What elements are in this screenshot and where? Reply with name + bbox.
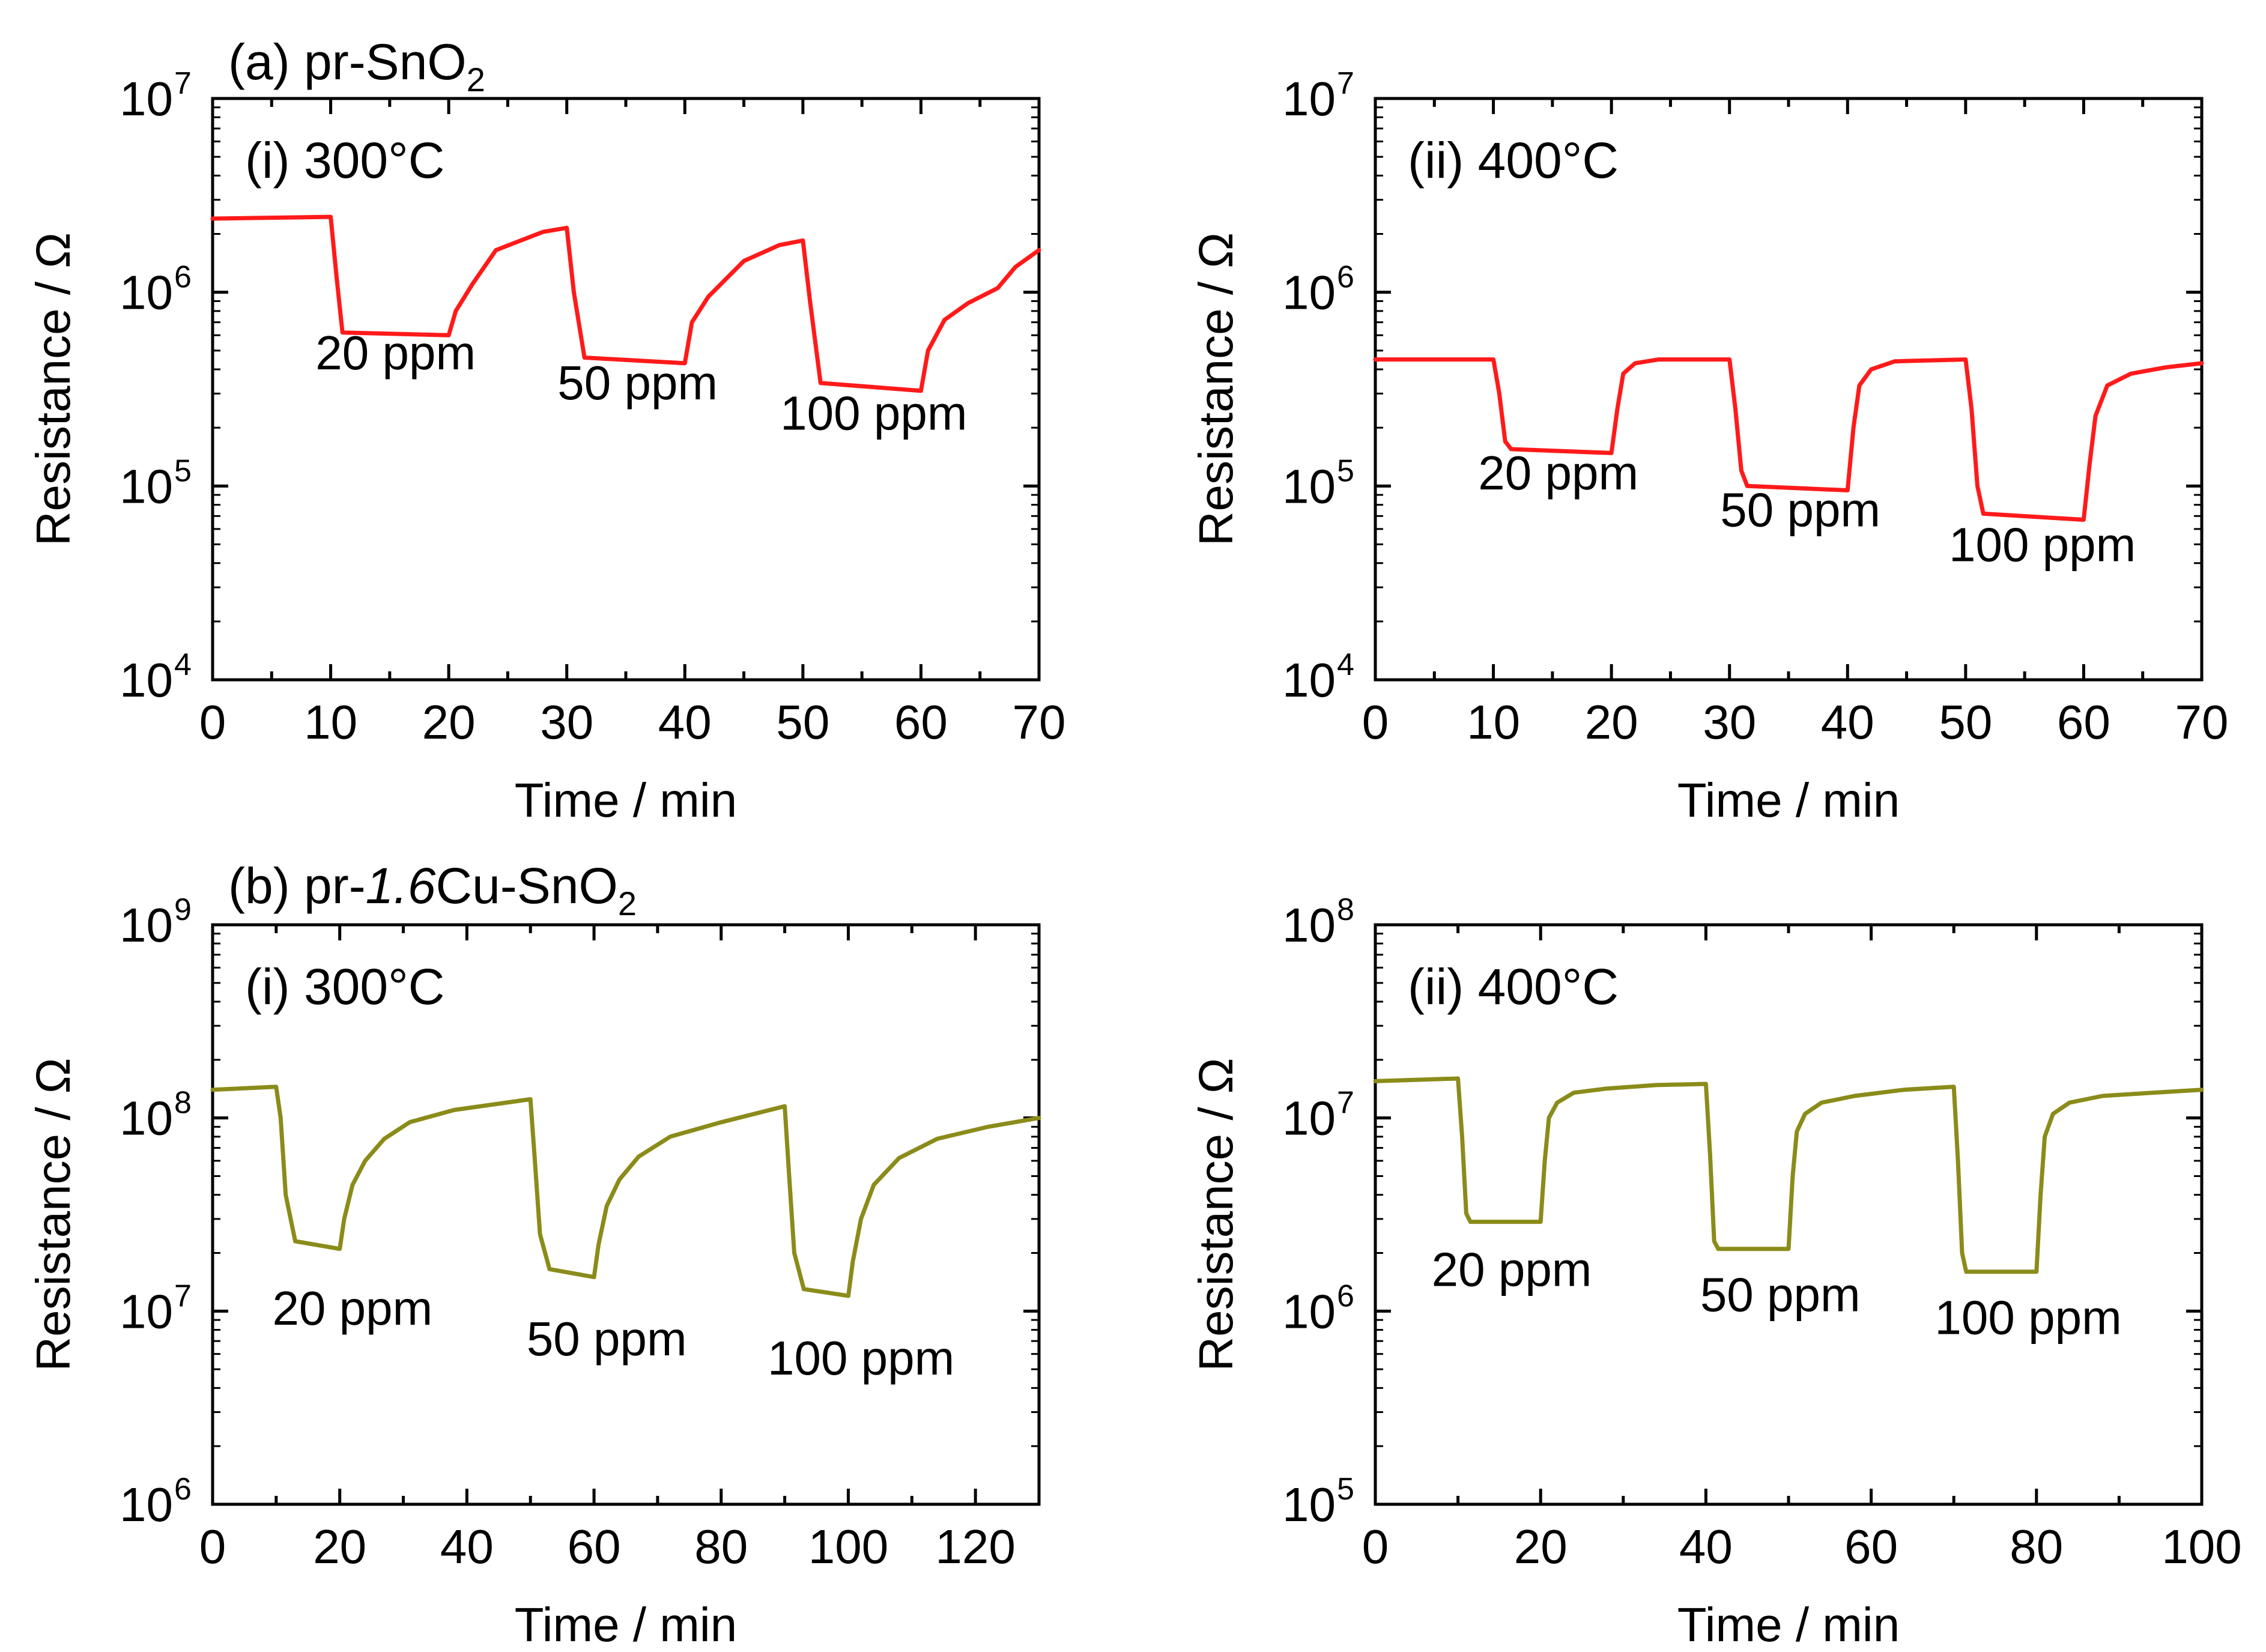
x-axis-title: Time / min	[515, 1598, 737, 1651]
x-tick-label: 80	[694, 1520, 748, 1573]
x-tick-label: 20	[1514, 1520, 1568, 1573]
y-tick-label: 10	[120, 653, 173, 707]
concentration-annotation: 100 ppm	[1934, 1291, 2121, 1345]
x-tick-label: 120	[935, 1520, 1015, 1573]
concentration-annotation: 20 ppm	[315, 326, 476, 380]
y-tick-exponent: 9	[174, 892, 192, 927]
y-tick-label: 10	[120, 898, 173, 952]
y-tick-label: 10	[1282, 1284, 1336, 1338]
y-tick-exponent: 4	[174, 647, 192, 682]
y-tick-exponent: 5	[1337, 453, 1354, 488]
concentration-annotation: 50 ppm	[1700, 1268, 1861, 1321]
y-tick-exponent: 6	[174, 1472, 192, 1507]
y-axis-title: Resistance / Ω	[1189, 1057, 1243, 1371]
y-tick-label: 10	[120, 266, 173, 319]
y-tick-exponent: 6	[1337, 260, 1354, 295]
x-tick-label: 50	[776, 695, 829, 749]
x-tick-label: 40	[1821, 695, 1874, 749]
panel-b-heading: (b) pr-1.6Cu-SnO2	[228, 858, 637, 922]
y-tick-exponent: 8	[174, 1086, 192, 1121]
concentration-annotation: 50 ppm	[527, 1312, 687, 1366]
x-axis-title: Time / min	[1677, 773, 1900, 827]
y-tick-label: 10	[1282, 72, 1336, 126]
x-tick-label: 70	[2175, 695, 2229, 749]
concentration-annotation: 100 ppm	[768, 1331, 954, 1385]
y-tick-label: 10	[1282, 898, 1336, 952]
y-tick-exponent: 4	[1337, 647, 1354, 682]
x-tick-label: 40	[440, 1520, 494, 1573]
y-tick-label: 10	[1282, 1092, 1336, 1145]
y-tick-exponent: 7	[1337, 1086, 1354, 1121]
y-tick-exponent: 8	[1337, 892, 1354, 927]
inset-label: (ii) 400°C	[1408, 958, 1619, 1015]
y-tick-label: 10	[120, 72, 173, 126]
data-series-line	[210, 1085, 1041, 1298]
inset-label: (ii) 400°C	[1408, 132, 1619, 189]
x-tick-label: 100	[2161, 1520, 2241, 1573]
x-tick-label: 10	[304, 695, 357, 749]
x-tick-label: 20	[422, 695, 476, 749]
x-tick-label: 30	[1703, 695, 1756, 749]
x-axis-title: Time / min	[1677, 1598, 1900, 1651]
concentration-annotation: 20 ppm	[1432, 1242, 1592, 1296]
concentration-annotation: 20 ppm	[1478, 446, 1638, 500]
y-axis-title: Resistance / Ω	[26, 1057, 80, 1371]
y-tick-label: 10	[120, 459, 173, 513]
y-tick-exponent: 5	[174, 453, 192, 488]
y-axis-title: Resistance / Ω	[26, 232, 80, 546]
y-tick-label: 10	[120, 1092, 173, 1145]
concentration-annotation: 20 ppm	[272, 1281, 432, 1335]
y-tick-exponent: 6	[1337, 1278, 1354, 1313]
x-tick-label: 60	[2057, 695, 2110, 749]
x-tick-label: 60	[568, 1520, 621, 1573]
y-tick-label: 10	[120, 1284, 173, 1338]
y-tick-label: 10	[1282, 653, 1336, 707]
y-tick-exponent: 5	[1337, 1472, 1354, 1507]
inset-label: (i) 300°C	[245, 132, 444, 189]
y-tick-exponent: 7	[174, 1278, 192, 1313]
concentration-annotation: 100 ppm	[1949, 518, 2136, 571]
concentration-annotation: 50 ppm	[1720, 483, 1880, 536]
y-tick-exponent: 7	[174, 66, 192, 101]
y-tick-label: 10	[1282, 266, 1336, 319]
x-tick-label: 0	[199, 1520, 226, 1573]
x-tick-label: 0	[199, 695, 226, 749]
y-axis-title: Resistance / Ω	[1189, 232, 1243, 546]
y-tick-exponent: 6	[174, 260, 192, 295]
data-series-line	[1373, 357, 2204, 522]
y-tick-label: 10	[120, 1478, 173, 1531]
x-tick-label: 40	[658, 695, 712, 749]
y-tick-exponent: 7	[1337, 66, 1354, 101]
panel-a-heading: (a) pr-SnO2	[228, 34, 485, 98]
data-series-line	[210, 214, 1041, 393]
y-tick-label: 10	[1282, 1478, 1336, 1531]
x-tick-label: 20	[313, 1520, 366, 1573]
data-series-line	[1373, 1076, 2204, 1274]
concentration-annotation: 50 ppm	[557, 356, 718, 410]
x-tick-label: 60	[894, 695, 948, 749]
x-tick-label: 30	[540, 695, 593, 749]
x-tick-label: 60	[1844, 1520, 1898, 1573]
x-tick-label: 80	[2010, 1520, 2063, 1573]
x-tick-label: 70	[1013, 695, 1066, 749]
y-tick-label: 10	[1282, 459, 1336, 513]
plot-frame	[211, 923, 1041, 1506]
x-tick-label: 20	[1585, 695, 1638, 749]
x-tick-label: 40	[1679, 1520, 1733, 1573]
x-tick-label: 0	[1362, 1520, 1389, 1573]
x-tick-label: 100	[808, 1520, 888, 1573]
x-axis-title: Time / min	[515, 773, 737, 827]
x-tick-label: 50	[1939, 695, 1992, 749]
x-tick-label: 0	[1362, 695, 1389, 749]
concentration-annotation: 100 ppm	[780, 387, 967, 440]
inset-label: (i) 300°C	[245, 958, 444, 1015]
x-tick-label: 10	[1467, 695, 1520, 749]
